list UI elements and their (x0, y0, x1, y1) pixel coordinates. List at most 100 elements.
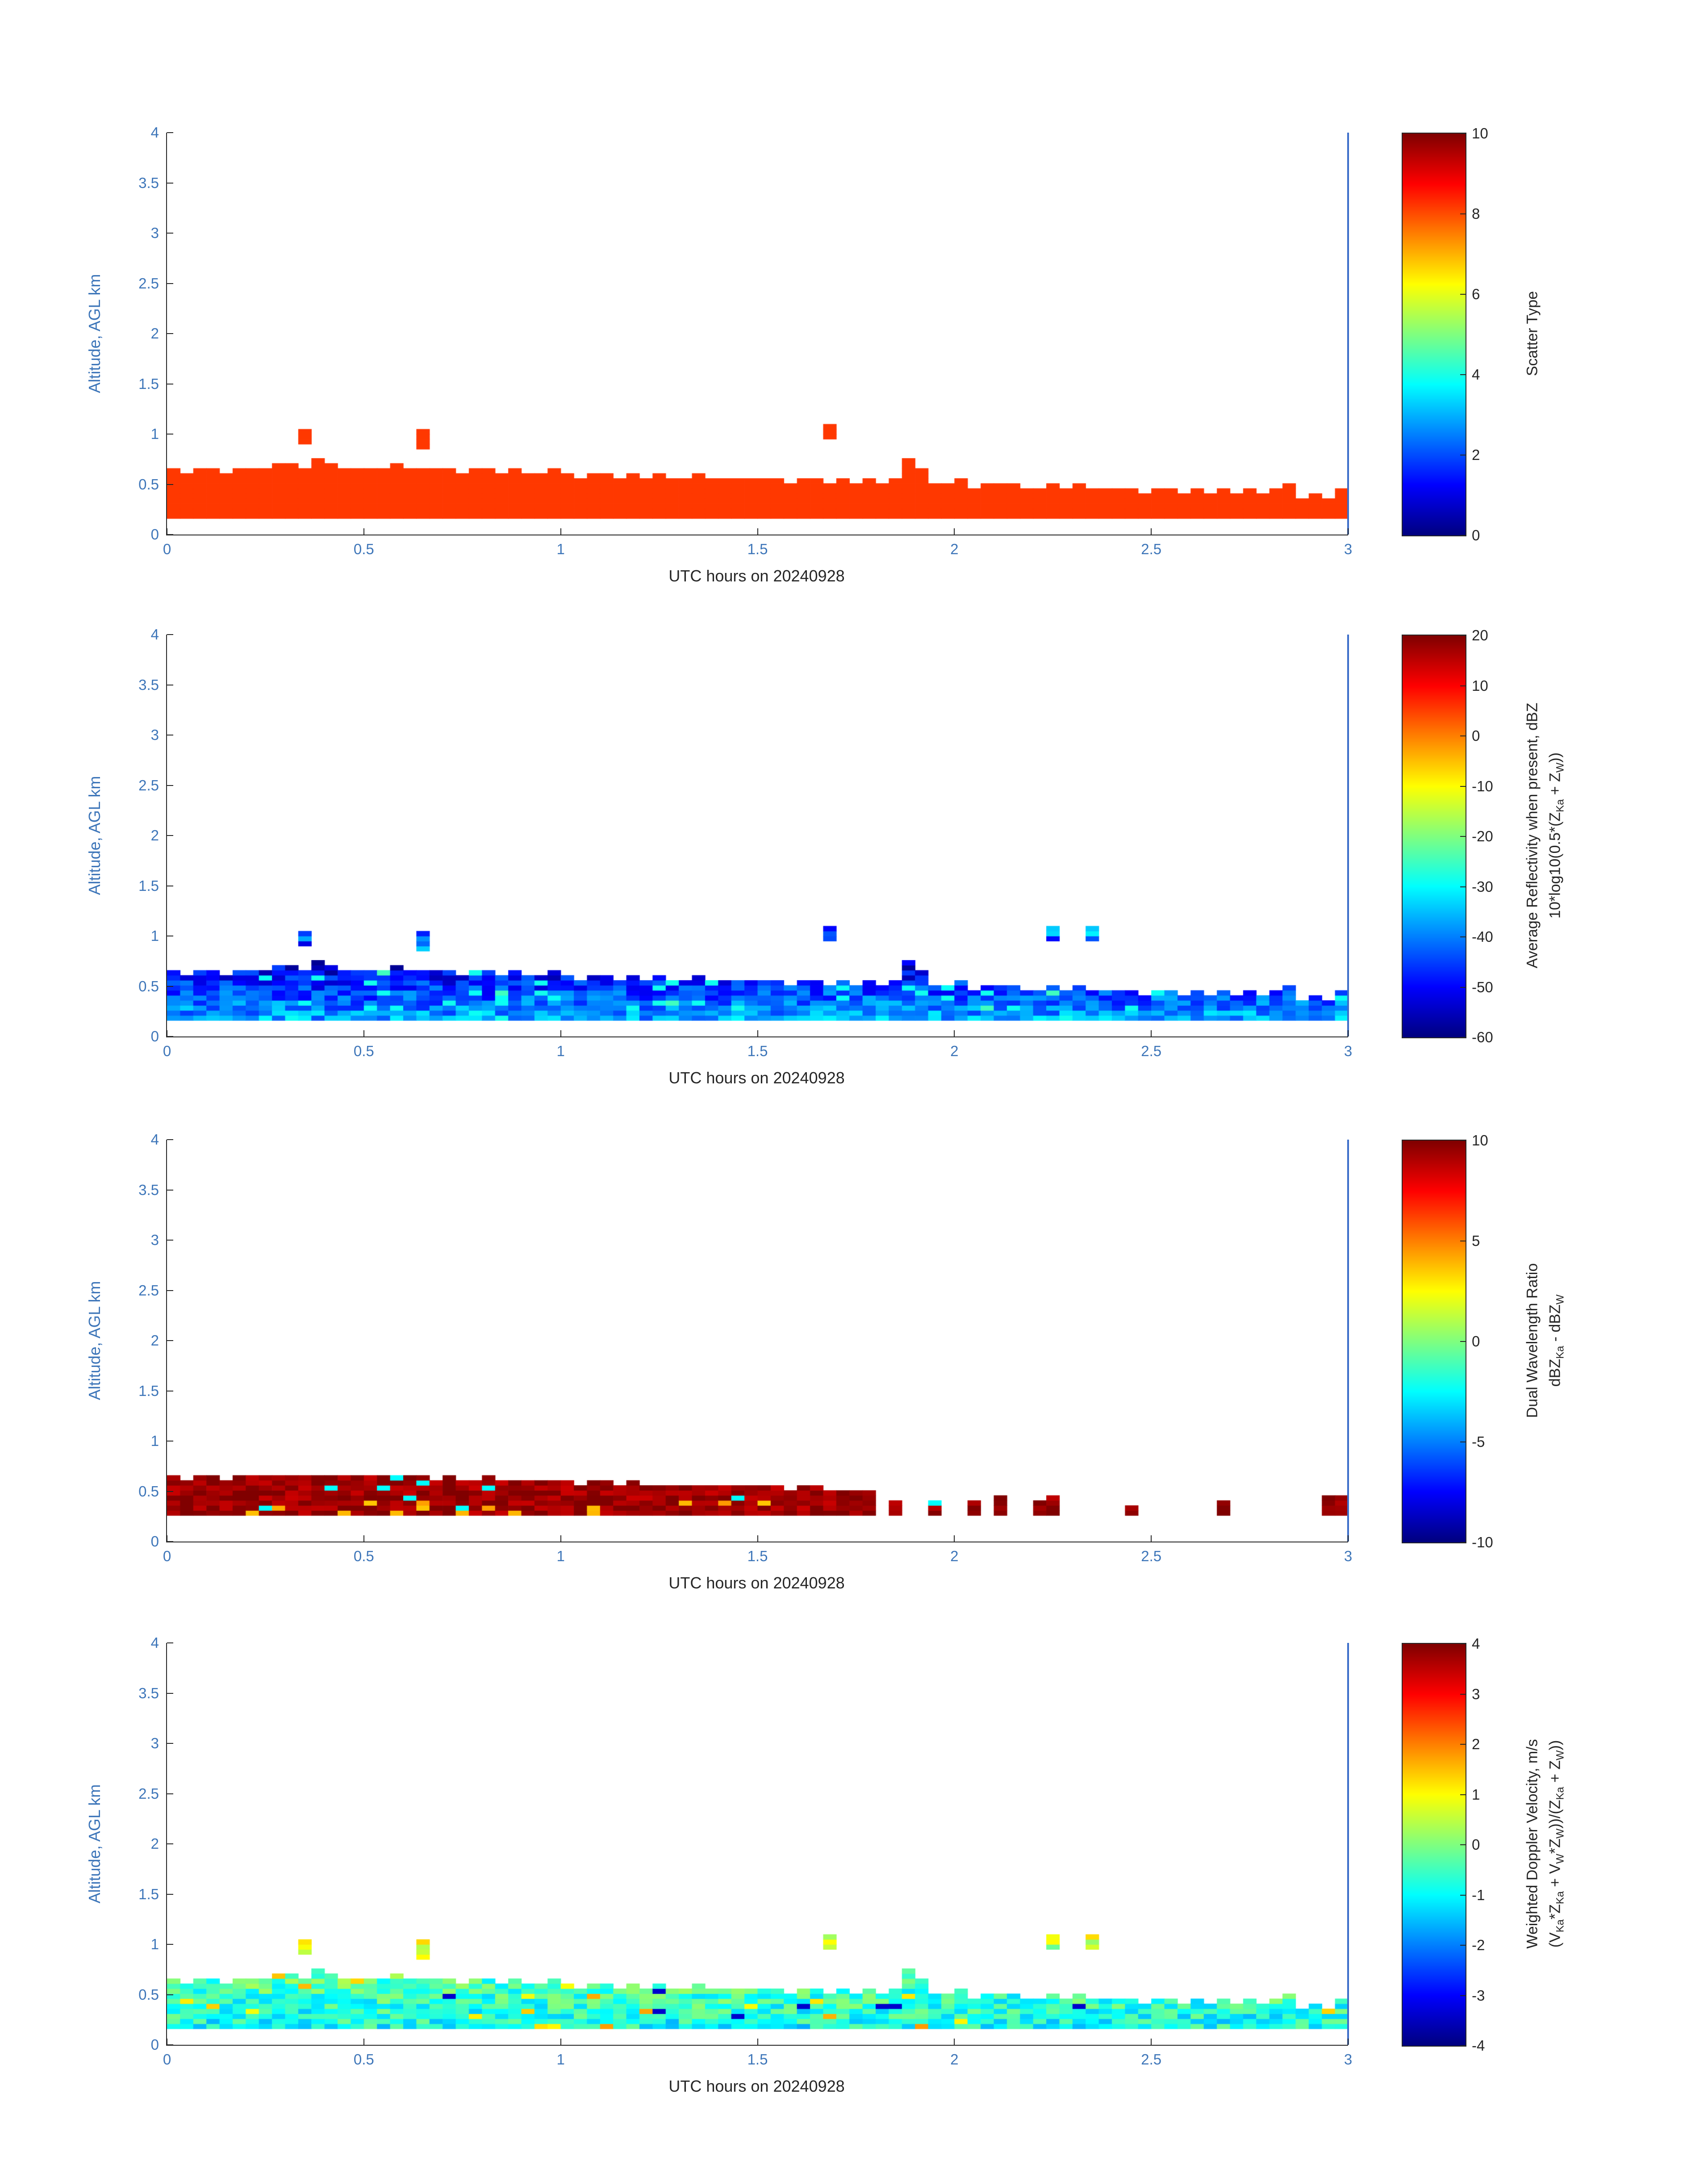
y-tick-label: 4 (150, 124, 159, 141)
x-tick-label: 1.5 (747, 1043, 768, 1059)
y-tick-label: 0 (150, 1533, 159, 1550)
colorbar: 0 2 4 6 8 10 (1402, 125, 1488, 543)
y-tick-label: 1 (150, 1433, 159, 1449)
y-tick-mark (167, 1642, 173, 1643)
colorbar-tick-mark (1460, 1542, 1466, 1543)
y-tick-label: 0.5 (138, 978, 159, 994)
colorbar-tick-mark (1460, 635, 1466, 636)
y-tick-label: 0.5 (138, 476, 159, 493)
colorbar-label-formula: (VKa*ZKa + VW*ZW))/(ZKa + ZW)) (1546, 1740, 1566, 1948)
colorbar-tick-label: -10 (1472, 1534, 1493, 1550)
x-tick-label: 2.5 (1141, 541, 1162, 557)
x-tick-mark (1348, 528, 1349, 535)
colorbar-tick-label: -50 (1472, 978, 1493, 995)
x-tick-mark (363, 1535, 364, 1542)
colorbar-tick-label: -1 (1472, 1886, 1485, 1903)
x-tick-label: 1 (556, 1548, 565, 1564)
y-tick-label: 4 (150, 1131, 159, 1148)
x-tick-label: 2 (950, 1548, 959, 1564)
x-tick-mark (954, 2039, 955, 2045)
colorbar-tick-mark (1460, 133, 1466, 134)
heatmap-canvas (167, 1643, 1348, 2045)
colorbar-tick-label: -3 (1472, 1987, 1485, 2004)
x-tick-label: 1.5 (747, 2051, 768, 2068)
colorbar-tick-label: 20 (1472, 627, 1488, 643)
colorbar-label-formula: 10*log10(0.5*(ZKa + ZW)) (1546, 752, 1566, 919)
colorbar-tick-mark (1460, 1643, 1466, 1644)
heatmap-canvas (167, 1140, 1348, 1542)
y-tick-label: 0 (150, 526, 159, 543)
y-tick-label: 3 (150, 1232, 159, 1248)
y-tick-mark (167, 986, 173, 987)
colorbar-tick-label: -40 (1472, 928, 1493, 945)
colorbar-tick-mark (1460, 786, 1466, 787)
y-tick-label: 0 (150, 2036, 159, 2053)
colorbar-tick-label: 10 (1472, 677, 1488, 694)
y-tick-label: 2 (150, 827, 159, 844)
plot-area: 0 0.5 1 1.5 2 2.5 3 0 0.5 1 1.5 2 2.5 3 3.5 4 (138, 124, 1352, 557)
x-tick-label: 3 (1344, 541, 1353, 557)
y-tick-mark (167, 333, 173, 334)
y-tick-mark (167, 1994, 173, 1995)
y-tick-mark (167, 1793, 173, 1794)
right-edge-line (1347, 1140, 1349, 1542)
x-tick-mark (363, 2039, 364, 2045)
colorbar-tick-label: 8 (1472, 205, 1480, 222)
heatmap-canvas (167, 635, 1348, 1036)
colorbar-tick-mark (1460, 1037, 1466, 1038)
colorbar-tick-label: 0 (1472, 1333, 1480, 1350)
x-tick-label: 1.5 (747, 541, 768, 557)
x-tick-mark (1348, 1030, 1349, 1036)
y-tick-mark (167, 283, 173, 284)
x-axis-label: UTC hours on 20240928 (668, 567, 845, 585)
colorbar-label-formula: dBZKa - dBZW (1546, 1294, 1566, 1387)
y-tick-mark (167, 785, 173, 786)
colorbar-tick-mark (1460, 1995, 1466, 1996)
panel-average-reflectivity: Altitude, AGL km 0 0.5 1 1.5 2 2.5 3 0 0.5 1 1.5 2 2… (0, 626, 1708, 1137)
y-tick-mark (167, 233, 173, 234)
y-tick-mark (167, 132, 173, 133)
y-tick-label: 0.5 (138, 1483, 159, 1500)
y-tick-label: 0 (150, 1028, 159, 1045)
y-tick-label: 2.5 (138, 1785, 159, 1802)
x-tick-mark (757, 1535, 758, 1542)
colorbar-canvas (1403, 1644, 1466, 2046)
colorbar-tick-mark (1460, 374, 1466, 375)
colorbar-tick-label: 0 (1472, 1836, 1480, 1853)
colorbar-tick-mark (1460, 2045, 1466, 2046)
colorbar-tick-mark (1460, 836, 1466, 837)
colorbar-tick-mark (1460, 1794, 1466, 1795)
y-tick-label: 3.5 (138, 676, 159, 693)
x-tick-mark (363, 528, 364, 535)
colorbar-label: Average Reflectivity when present, dBZ (1524, 702, 1541, 969)
colorbar-tick-mark (1460, 1693, 1466, 1695)
colorbar-tick-label: 5 (1472, 1233, 1480, 1249)
x-tick-mark (1151, 528, 1152, 535)
y-tick-mark (167, 1290, 173, 1291)
y-tick-label: 4 (150, 626, 159, 643)
x-tick-mark (1348, 1535, 1349, 1542)
x-tick-mark (560, 2039, 561, 2045)
y-axis-label: Altitude, AGL km (85, 776, 104, 895)
x-tick-label: 1 (556, 2051, 565, 2068)
x-tick-label: 0 (163, 2051, 171, 2068)
x-tick-mark (1151, 1030, 1152, 1036)
x-tick-mark (1151, 2039, 1152, 2045)
x-tick-mark (954, 528, 955, 535)
y-tick-label: 2.5 (138, 777, 159, 794)
right-edge-line (1347, 133, 1349, 535)
right-edge-line (1347, 635, 1349, 1036)
x-tick-label: 0.5 (353, 541, 374, 557)
y-tick-label: 3.5 (138, 1181, 159, 1198)
colorbar-tick-label: -60 (1472, 1029, 1493, 1045)
plot-area: 0 0.5 1 1.5 2 2.5 3 0 0.5 1 1.5 2 2.5 3 3.5 4 (138, 626, 1352, 1059)
y-tick-mark (167, 1944, 173, 1945)
colorbar: -60 -50 -40 -30 -20 -10 0 10 20 (1402, 627, 1493, 1045)
y-tick-mark (167, 1189, 173, 1191)
y-tick-label: 1.5 (138, 877, 159, 894)
colorbar-label: Dual Wavelength Ratio (1524, 1263, 1541, 1418)
y-tick-label: 2 (150, 1332, 159, 1349)
colorbar-tick-label: 10 (1472, 125, 1488, 142)
x-axis-label: UTC hours on 20240928 (668, 1574, 845, 1592)
y-tick-mark (167, 484, 173, 485)
